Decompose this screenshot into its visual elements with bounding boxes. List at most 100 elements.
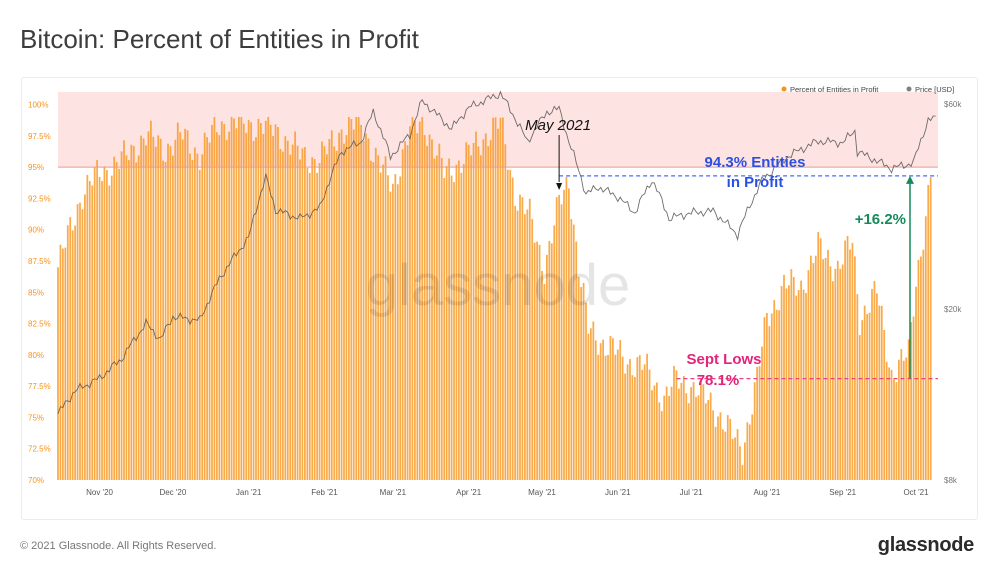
- profit-bar: [680, 382, 683, 480]
- profit-bar: [367, 138, 370, 480]
- profit-bar: [423, 135, 426, 481]
- y-axis-tick-label: 82.5%: [28, 320, 51, 329]
- profit-bar: [560, 204, 563, 481]
- profit-bar: [431, 139, 433, 480]
- profit-bar: [516, 210, 519, 480]
- profit-bar: [770, 313, 773, 480]
- profit-bar: [917, 259, 920, 480]
- profit-bar: [198, 169, 201, 480]
- profit-bar: [57, 267, 59, 480]
- profit-bar: [506, 169, 509, 480]
- profit-bar: [181, 139, 184, 480]
- y-axis-tick-label: 87.5%: [28, 257, 51, 266]
- profit-bar: [88, 181, 91, 480]
- profit-bar: [692, 382, 695, 480]
- profit-bar: [450, 175, 453, 480]
- profit-bar: [494, 117, 497, 480]
- profit-bar: [201, 154, 204, 480]
- profit-bar: [707, 399, 710, 480]
- profit-bar: [233, 118, 235, 480]
- x-axis-tick-label: Sep '21: [829, 488, 856, 497]
- profit-bar: [841, 264, 844, 480]
- profit-bar: [800, 280, 802, 480]
- profit-bar: [668, 395, 670, 480]
- profit-bar: [905, 357, 908, 480]
- profit-bar: [524, 214, 526, 480]
- profit-bar: [502, 117, 504, 481]
- profit-bar: [255, 137, 257, 481]
- profit-bar: [257, 118, 260, 480]
- profit-bar: [795, 295, 798, 480]
- profit-bar: [739, 446, 741, 480]
- profit-bar: [421, 117, 424, 480]
- profit-bar: [272, 135, 274, 480]
- profit-bar: [96, 160, 98, 480]
- profit-bar: [724, 431, 727, 480]
- legend-label-price: Price [USD]: [915, 85, 954, 94]
- profit-bar: [343, 143, 345, 480]
- profit-bar: [531, 219, 534, 480]
- profit-bar: [648, 369, 651, 480]
- profit-bar: [218, 135, 221, 480]
- profit-bar: [203, 132, 206, 480]
- profit-bar: [220, 121, 223, 480]
- profit-bar: [915, 286, 917, 480]
- profit-bar: [722, 429, 724, 480]
- profit-bar: [536, 241, 538, 480]
- profit-bars: [57, 117, 932, 481]
- profit-bar: [159, 138, 162, 480]
- profit-bar: [448, 158, 450, 480]
- profit-bar: [316, 172, 318, 480]
- profit-bar: [812, 263, 815, 480]
- profit-bar: [590, 328, 592, 480]
- profit-bar: [213, 117, 216, 480]
- profit-bar: [844, 240, 846, 480]
- profit-bar: [646, 353, 648, 480]
- profit-bar: [318, 163, 321, 481]
- profit-bar: [216, 132, 218, 480]
- profit-bar: [106, 170, 108, 480]
- profit-bar: [472, 142, 475, 480]
- profit-bar: [247, 120, 250, 480]
- profit-bar: [785, 288, 788, 480]
- profit-bar: [670, 386, 673, 480]
- profit-bar: [357, 117, 360, 480]
- profit-bar: [235, 128, 238, 480]
- x-axis-tick-label: Nov '20: [86, 488, 113, 497]
- profit-bar: [582, 282, 585, 480]
- profit-bar: [555, 197, 558, 480]
- profit-bar: [152, 136, 155, 480]
- profit-bar: [675, 370, 678, 480]
- profit-bar: [597, 354, 600, 480]
- profit-bar: [150, 120, 152, 481]
- profit-bar: [125, 155, 128, 481]
- x-axis-tick-label: Jan '21: [236, 488, 262, 497]
- profit-bar: [69, 217, 72, 480]
- profit-bar: [101, 181, 103, 480]
- profit-bar: [438, 143, 441, 480]
- profit-bar: [570, 219, 573, 480]
- profit-bar: [333, 146, 336, 480]
- profit-bar: [262, 134, 265, 481]
- profit-bar: [851, 242, 854, 480]
- profit-bar: [741, 465, 744, 480]
- profit-bar: [922, 249, 925, 480]
- profit-bar: [768, 326, 771, 480]
- profit-bar: [93, 167, 96, 480]
- profit-bar: [458, 160, 460, 480]
- profit-bar: [729, 418, 732, 480]
- y-axis-tick-label: 70%: [28, 476, 44, 485]
- profit-bar: [883, 330, 886, 480]
- annotation-change-label: +16.2%: [855, 211, 906, 228]
- profit-bar: [778, 310, 780, 480]
- profit-bar: [839, 268, 842, 480]
- profit-bar: [484, 133, 487, 481]
- profit-bar: [663, 395, 666, 480]
- profit-bar: [338, 132, 340, 480]
- profit-bar: [130, 144, 133, 480]
- profit-bar: [436, 155, 438, 480]
- profit-bar: [619, 339, 622, 480]
- profit-bar: [614, 354, 617, 480]
- annotation-entities-line2: in Profit: [727, 174, 784, 191]
- profit-bar: [238, 117, 240, 480]
